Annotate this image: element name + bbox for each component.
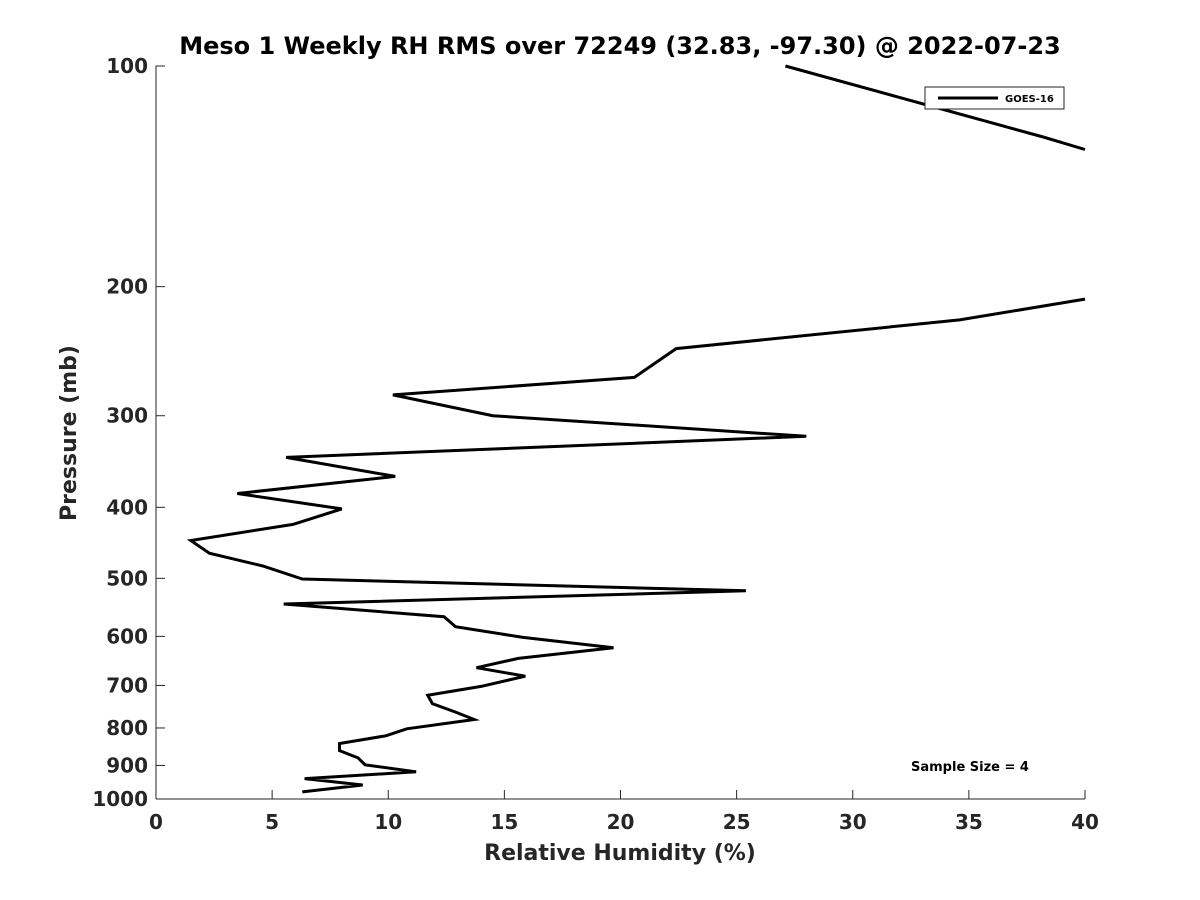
y-tick-label: 800 <box>106 716 148 740</box>
y-tick-label: 200 <box>106 275 148 299</box>
series-layer <box>186 64 1086 794</box>
y-axis-ticks: 100 200 300 400 500 600 700 800 900 1000 <box>92 54 165 811</box>
x-tick-label: 15 <box>490 810 518 834</box>
y-tick-label: 500 <box>106 566 148 590</box>
y-tick-label: 600 <box>106 624 148 648</box>
x-axis-label: Relative Humidity (%) <box>484 841 756 866</box>
x-tick-label: 25 <box>723 810 751 834</box>
x-tick-label: 35 <box>955 810 983 834</box>
y-tick-label: 400 <box>106 495 148 519</box>
legend-label-goes-16: GOES-16 <box>1005 94 1054 105</box>
sample-size-annotation: Sample Size = 4 <box>911 760 1029 775</box>
y-tick-label: 100 <box>106 54 148 78</box>
x-tick-label: 20 <box>607 810 635 834</box>
series-line-goes-16-segment-2 <box>186 297 1086 794</box>
x-axis-ticks: 0 5 10 15 20 25 30 35 40 <box>149 790 1099 834</box>
y-tick-label: 700 <box>106 673 148 697</box>
y-axis-label: Pressure (mb) <box>57 345 82 521</box>
x-tick-label: 40 <box>1071 810 1099 834</box>
y-tick-label: 300 <box>106 404 148 428</box>
x-tick-label: 5 <box>265 810 279 834</box>
plot-background <box>156 66 1085 799</box>
y-tick-label: 900 <box>106 753 148 777</box>
plot-area <box>155 66 1085 800</box>
x-tick-label: 10 <box>374 810 402 834</box>
x-tick-label: 0 <box>149 810 163 834</box>
y-tick-label: 1000 <box>92 787 148 811</box>
legend: GOES-16 <box>924 86 1065 110</box>
series-line-goes-16-segment-1 <box>785 64 1086 151</box>
x-tick-label: 30 <box>839 810 867 834</box>
chart-title: Meso 1 Weekly RH RMS over 72249 (32.83, … <box>179 32 1061 60</box>
